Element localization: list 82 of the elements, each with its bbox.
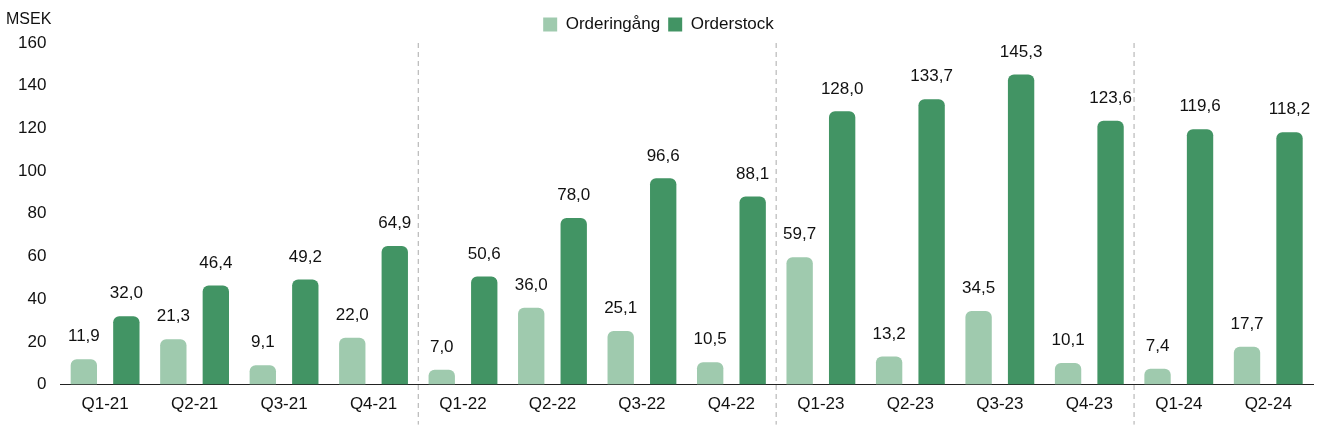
y-tick-label: 160 bbox=[17, 32, 47, 52]
x-tick-label: Q4-23 bbox=[1065, 394, 1113, 414]
y-tick-label: 60 bbox=[27, 246, 47, 266]
data-label: 145,3 bbox=[999, 41, 1043, 61]
bar bbox=[560, 218, 587, 385]
data-label: 46,4 bbox=[199, 252, 233, 272]
data-label: 123,6 bbox=[1089, 87, 1132, 107]
bar bbox=[696, 362, 724, 385]
data-label: 88,1 bbox=[736, 163, 770, 183]
x-tick-label: Q2-22 bbox=[528, 394, 577, 414]
bar bbox=[113, 316, 140, 385]
bar bbox=[1097, 120, 1124, 385]
bar bbox=[292, 279, 319, 385]
x-tick-label: Q1-23 bbox=[797, 394, 845, 414]
data-label: 96,6 bbox=[646, 145, 680, 165]
bar bbox=[518, 307, 545, 385]
data-label: 36,0 bbox=[514, 274, 548, 294]
bar bbox=[428, 369, 455, 385]
data-label: 128,0 bbox=[820, 78, 864, 98]
data-label: 21,3 bbox=[156, 306, 190, 326]
y-tick-label: 100 bbox=[17, 160, 47, 180]
y-tick-label: 0 bbox=[36, 374, 47, 394]
data-label: 17,7 bbox=[1230, 314, 1264, 333]
bar bbox=[160, 339, 187, 385]
bar bbox=[786, 257, 813, 385]
legend-label: Orderstock bbox=[690, 14, 775, 34]
x-tick-label: Q4-22 bbox=[707, 394, 756, 414]
x-tick-label: Q2-24 bbox=[1244, 394, 1292, 414]
x-tick-label: Q1-21 bbox=[81, 394, 129, 414]
data-label: 118,2 bbox=[1268, 99, 1311, 119]
bar bbox=[249, 365, 276, 385]
bar bbox=[828, 111, 856, 385]
x-tick-label: Q3-23 bbox=[976, 394, 1024, 414]
x-tick-label: Q4-21 bbox=[349, 394, 398, 414]
data-label: 7,4 bbox=[1145, 335, 1170, 355]
data-label: 119,6 bbox=[1179, 96, 1221, 116]
bar bbox=[339, 337, 366, 385]
data-label: 7,0 bbox=[429, 336, 454, 356]
y-tick-label: 140 bbox=[17, 75, 47, 95]
data-label: 10,1 bbox=[1051, 330, 1085, 350]
y-tick-label: 80 bbox=[27, 203, 47, 223]
data-label: 49,2 bbox=[288, 246, 322, 266]
bar bbox=[918, 99, 945, 385]
legend-label: Orderingång bbox=[565, 14, 661, 34]
bar bbox=[739, 196, 766, 385]
bar bbox=[381, 246, 408, 385]
bar bbox=[1233, 346, 1261, 385]
data-label: 32,0 bbox=[109, 283, 143, 303]
data-label: 11,9 bbox=[67, 326, 100, 346]
data-label: 78,0 bbox=[557, 185, 591, 205]
y-tick-label: 120 bbox=[17, 118, 47, 138]
data-label: 133,7 bbox=[910, 66, 953, 86]
data-label: 22,0 bbox=[335, 304, 369, 324]
y-tick-label: 20 bbox=[27, 331, 47, 351]
bar bbox=[1186, 129, 1214, 385]
data-label: 59,7 bbox=[783, 224, 817, 244]
bar bbox=[1276, 132, 1303, 385]
data-label: 9,1 bbox=[250, 332, 275, 352]
x-tick-label: Q3-22 bbox=[618, 394, 666, 414]
y-axis-title: MSEK bbox=[6, 10, 52, 28]
data-label: 64,9 bbox=[378, 213, 412, 233]
x-tick-label: Q1-22 bbox=[439, 394, 487, 414]
bar bbox=[965, 310, 992, 385]
data-label: 34,5 bbox=[962, 278, 996, 298]
bar bbox=[1054, 363, 1082, 385]
y-tick-label: 40 bbox=[27, 288, 47, 308]
x-tick-label: Q3-21 bbox=[260, 394, 308, 414]
bar bbox=[650, 178, 677, 385]
bar bbox=[471, 276, 498, 385]
bar bbox=[202, 285, 229, 385]
bar bbox=[607, 331, 634, 385]
data-label: 25,1 bbox=[604, 298, 638, 318]
data-label: 13,2 bbox=[872, 323, 906, 343]
data-label: 10,5 bbox=[693, 329, 727, 349]
x-tick-label: Q2-21 bbox=[170, 394, 219, 414]
bar bbox=[1007, 74, 1035, 385]
data-label: 50,6 bbox=[467, 243, 501, 263]
x-tick-label: Q2-23 bbox=[886, 394, 934, 414]
bar bbox=[875, 356, 903, 385]
bar bbox=[1144, 368, 1171, 385]
x-tick-label: Q1-24 bbox=[1155, 394, 1203, 414]
bar bbox=[70, 359, 98, 385]
